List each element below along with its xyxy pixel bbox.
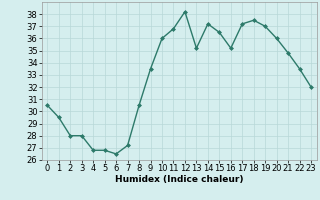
X-axis label: Humidex (Indice chaleur): Humidex (Indice chaleur) [115, 175, 244, 184]
